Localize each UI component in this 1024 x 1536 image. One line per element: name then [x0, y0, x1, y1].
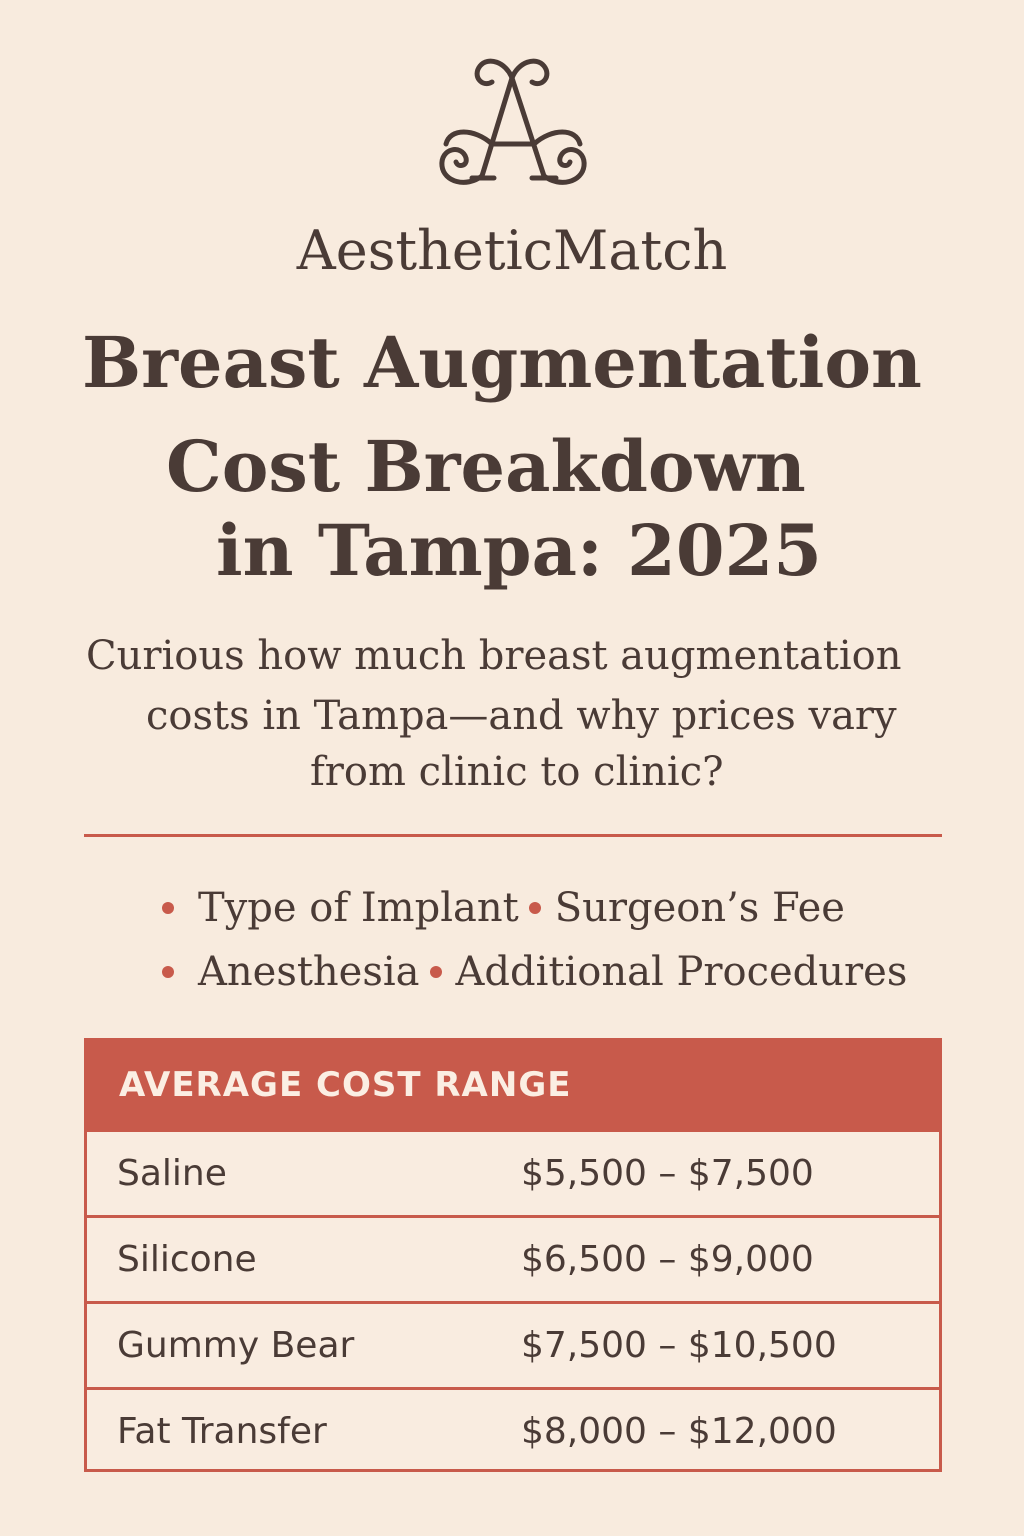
- cost-range-value: $5,500 – $7,500: [521, 1153, 814, 1194]
- bullet-icon: [162, 966, 174, 978]
- page-title-line-3: in Tampa: 2025: [216, 509, 823, 592]
- factor-item: Anesthesia: [198, 949, 420, 995]
- bullet-icon: [429, 966, 442, 978]
- factor-item: Surgeon’s Fee: [554, 885, 845, 931]
- brand-name: AestheticMatch: [296, 219, 728, 282]
- table-row: Gummy Bear $7,500 – $10,500: [87, 1301, 939, 1387]
- intro-text-line-1: Curious how much breast augmentation: [86, 633, 902, 679]
- page-title-line-1: Breast Augmentation: [82, 321, 922, 404]
- procedure-name: Fat Transfer: [117, 1411, 327, 1452]
- monogram-a-logo-icon: [439, 58, 587, 185]
- factor-item: Type of Implant: [198, 885, 519, 931]
- intro-text-line-2: costs in Tampa—and why prices vary: [146, 693, 897, 739]
- factor-item: Additional Procedures: [455, 949, 908, 995]
- procedure-name: Gummy Bear: [117, 1325, 355, 1366]
- bullet-icon: [162, 902, 174, 914]
- section-divider: [84, 834, 942, 837]
- table-header: AVERAGE COST RANGE: [87, 1041, 939, 1129]
- procedure-name: Saline: [117, 1153, 227, 1194]
- table-row: Fat Transfer $8,000 – $12,000: [87, 1387, 939, 1473]
- cost-range-value: $8,000 – $12,000: [521, 1411, 837, 1452]
- page-title-line-2: Cost Breakdown: [166, 425, 806, 508]
- cost-range-table: AVERAGE COST RANGE Saline $5,500 – $7,50…: [84, 1038, 942, 1472]
- factor-row-2: Anesthesia Additional Procedures: [162, 944, 907, 1000]
- bullet-icon: [528, 902, 541, 914]
- cost-range-value: $7,500 – $10,500: [521, 1325, 837, 1366]
- cost-range-value: $6,500 – $9,000: [521, 1239, 814, 1280]
- intro-text-line-3: from clinic to clinic?: [310, 749, 724, 795]
- procedure-name: Silicone: [117, 1239, 257, 1280]
- table-row: Silicone $6,500 – $9,000: [87, 1215, 939, 1301]
- table-row: Saline $5,500 – $7,500: [87, 1129, 939, 1215]
- factor-row-1: Type of Implant Surgeon’s Fee: [162, 880, 845, 936]
